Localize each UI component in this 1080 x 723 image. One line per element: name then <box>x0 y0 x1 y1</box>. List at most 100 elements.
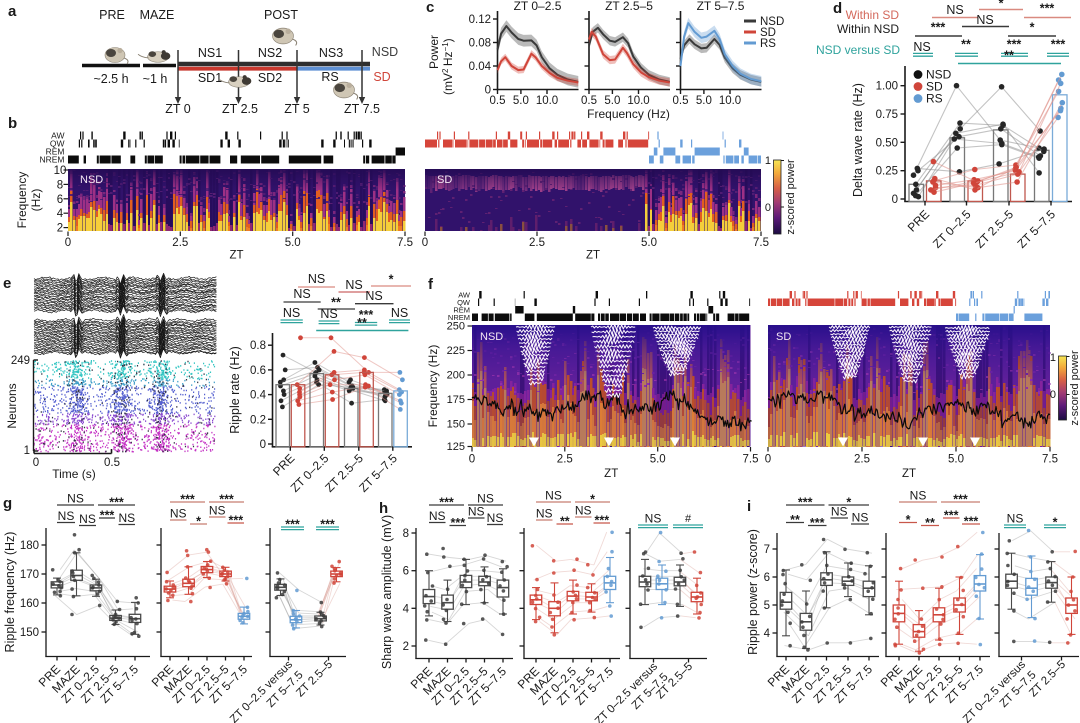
svg-text:e: e <box>3 275 11 292</box>
svg-text:4: 4 <box>403 603 410 615</box>
svg-text:***: *** <box>100 509 115 523</box>
svg-text:0: 0 <box>65 237 71 249</box>
svg-text:0.5: 0.5 <box>581 95 597 107</box>
svg-text:***: *** <box>109 496 124 510</box>
svg-text:~2.5 h: ~2.5 h <box>93 72 128 86</box>
svg-text:***: *** <box>439 496 454 510</box>
svg-text:5.0: 5.0 <box>641 237 657 249</box>
svg-text:PRE: PRE <box>99 8 125 22</box>
svg-text:0.5: 0.5 <box>490 95 506 107</box>
svg-text:250: 250 <box>447 321 465 333</box>
svg-text:1: 1 <box>765 155 771 167</box>
svg-text:NS: NS <box>1007 512 1024 526</box>
svg-text:*: * <box>196 515 201 529</box>
svg-text:SD: SD <box>926 80 943 94</box>
svg-text:NS: NS <box>308 272 325 286</box>
svg-text:5.0: 5.0 <box>948 454 964 466</box>
svg-text:0: 0 <box>422 237 428 249</box>
svg-text:NS: NS <box>477 492 494 506</box>
svg-text:Sharp wave amplitude (mV): Sharp wave amplitude (mV) <box>380 515 394 669</box>
svg-text:NS: NS <box>320 307 337 321</box>
svg-text:***: *** <box>451 516 466 530</box>
svg-text:8: 8 <box>403 528 409 540</box>
svg-text:5.0: 5.0 <box>285 237 301 249</box>
svg-text:AW: AW <box>51 131 64 141</box>
svg-text:NS2: NS2 <box>258 46 282 60</box>
svg-text:ZT: ZT <box>902 468 916 480</box>
svg-text:NS: NS <box>345 278 362 292</box>
svg-text:***: *** <box>229 514 244 528</box>
svg-text:REM: REM <box>46 147 65 157</box>
svg-text:7.5: 7.5 <box>397 237 413 249</box>
svg-text:0.2: 0.2 <box>250 414 266 426</box>
svg-text:160: 160 <box>20 598 39 610</box>
svg-text:Neurons: Neurons <box>5 383 19 428</box>
svg-text:1: 1 <box>24 445 30 457</box>
svg-text:SD2: SD2 <box>258 71 282 85</box>
svg-text:RS: RS <box>321 70 338 84</box>
svg-text:*: * <box>906 513 911 527</box>
svg-text:***: *** <box>285 518 300 532</box>
svg-text:NS3: NS3 <box>319 46 343 60</box>
svg-text:Ripple frequency (Hz): Ripple frequency (Hz) <box>3 532 17 653</box>
svg-text:Delta wave rate (Hz): Delta wave rate (Hz) <box>851 83 865 197</box>
svg-text:***: *** <box>810 516 825 530</box>
svg-text:Within NSD: Within NSD <box>837 22 899 36</box>
svg-text:NS: NS <box>852 511 869 525</box>
svg-text:SD1: SD1 <box>198 71 222 85</box>
svg-text:0.6: 0.6 <box>250 365 266 377</box>
svg-text:z-scored power: z-scored power <box>785 159 797 235</box>
svg-text:***: *** <box>944 509 959 523</box>
svg-text:(mV2 Hz−1): (mV2 Hz−1) <box>441 38 455 95</box>
svg-text:NS: NS <box>831 505 848 519</box>
svg-text:ZT: ZT <box>604 468 618 480</box>
svg-text:6: 6 <box>764 572 770 584</box>
svg-text:Frequency (Hz): Frequency (Hz) <box>426 345 440 428</box>
svg-text:NS: NS <box>365 289 382 303</box>
svg-text:Power: Power <box>427 35 441 69</box>
svg-text:d: d <box>833 0 842 17</box>
svg-text:4: 4 <box>764 628 771 640</box>
svg-text:NS: NS <box>575 504 592 518</box>
svg-text:(Hz): (Hz) <box>29 189 43 212</box>
svg-text:NSD: NSD <box>926 68 952 82</box>
svg-text:**: ** <box>925 516 935 530</box>
svg-text:NS: NS <box>536 507 553 521</box>
svg-text:QW: QW <box>50 139 65 149</box>
svg-text:***: *** <box>320 518 335 532</box>
svg-text:0.08: 0.08 <box>469 38 491 50</box>
svg-text:SD: SD <box>760 27 776 39</box>
svg-text:**: ** <box>357 316 367 330</box>
svg-text:0: 0 <box>260 439 266 451</box>
svg-text:Within SD: Within SD <box>846 8 900 22</box>
svg-text:NSD: NSD <box>372 45 398 59</box>
svg-text:0.75: 0.75 <box>876 109 898 121</box>
svg-text:ZT 5: ZT 5 <box>284 102 310 116</box>
svg-text:a: a <box>8 3 17 20</box>
svg-text:SD: SD <box>373 70 390 84</box>
svg-text:NS: NS <box>545 489 562 503</box>
svg-text:ZT 2.5–5: ZT 2.5–5 <box>605 0 653 13</box>
svg-text:NSD versus SD: NSD versus SD <box>816 43 900 57</box>
svg-text:7.5: 7.5 <box>743 454 759 466</box>
svg-text:NSD: NSD <box>480 331 503 343</box>
svg-text:REM: REM <box>453 306 470 315</box>
svg-text:NS: NS <box>293 287 310 301</box>
svg-text:NS1: NS1 <box>198 46 222 60</box>
svg-text:0.5: 0.5 <box>673 95 689 107</box>
svg-text:5.0: 5.0 <box>604 95 620 107</box>
svg-text:NS: NS <box>67 492 84 506</box>
svg-text:***: *** <box>1007 38 1022 52</box>
svg-text:10.0: 10.0 <box>719 95 741 107</box>
svg-text:0.25: 0.25 <box>876 166 898 178</box>
svg-text:0.8: 0.8 <box>250 340 266 352</box>
svg-text:RS: RS <box>926 92 943 106</box>
svg-text:10: 10 <box>54 165 67 177</box>
svg-text:~1 h: ~1 h <box>143 72 168 86</box>
svg-text:*: * <box>389 273 394 287</box>
svg-text:0: 0 <box>765 454 771 466</box>
svg-text:***: *** <box>219 493 234 507</box>
svg-text:NS: NS <box>283 306 300 320</box>
svg-text:7.5: 7.5 <box>753 237 769 249</box>
svg-text:175: 175 <box>447 394 465 406</box>
